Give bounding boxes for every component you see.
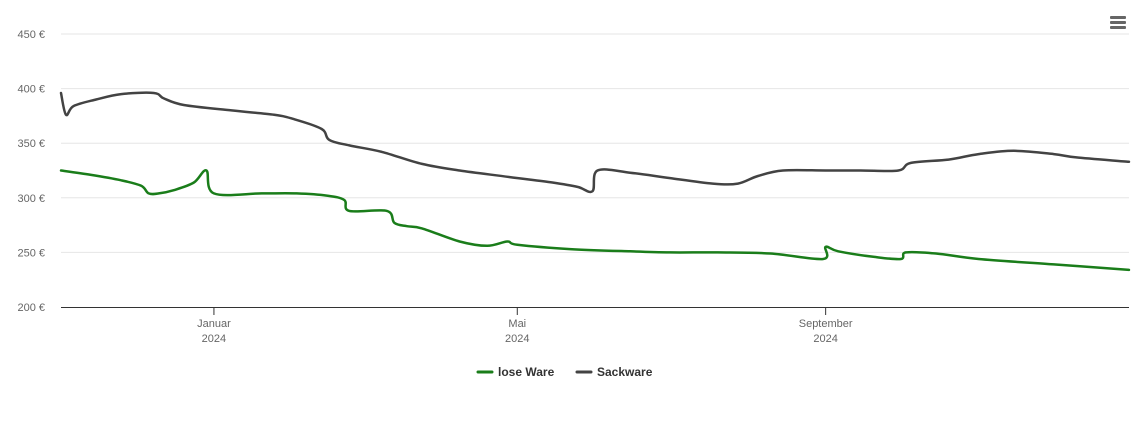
y-tick-label: 250 € (17, 247, 45, 259)
legend: lose Ware Sackware (476, 365, 653, 379)
x-tick-sublabel: 2024 (505, 333, 529, 345)
y-tick-label: 400 € (17, 84, 45, 96)
x-tick-label: September (799, 318, 853, 330)
x-tick-sublabel: 2024 (813, 333, 837, 345)
grid-lines (61, 33, 1129, 253)
y-axis-ticks: 200 € 250 € 300 € 350 € 400 € 450 € (17, 29, 45, 314)
legend-item-sackware[interactable]: Sackware (575, 365, 653, 379)
hamburger-menu-icon[interactable] (1106, 10, 1130, 34)
series-line-lose-ware[interactable] (59, 169, 1131, 272)
series-lines (59, 91, 1131, 272)
y-tick-label: 300 € (17, 193, 45, 205)
y-tick-label: 350 € (17, 138, 45, 150)
legend-item-lose-ware[interactable]: lose Ware (476, 365, 555, 379)
x-axis-ticks: Januar 2024 Mai 2024 September 2024 (197, 307, 853, 345)
legend-label: Sackware (597, 365, 653, 379)
y-tick-label: 450 € (17, 29, 45, 41)
x-tick-label: Mai (508, 318, 526, 330)
x-tick-sublabel: 2024 (202, 333, 226, 345)
series-line-sackware[interactable] (59, 91, 1131, 194)
x-tick-label: Januar (197, 318, 231, 330)
y-tick-label: 200 € (17, 302, 45, 314)
legend-label: lose Ware (498, 365, 555, 379)
